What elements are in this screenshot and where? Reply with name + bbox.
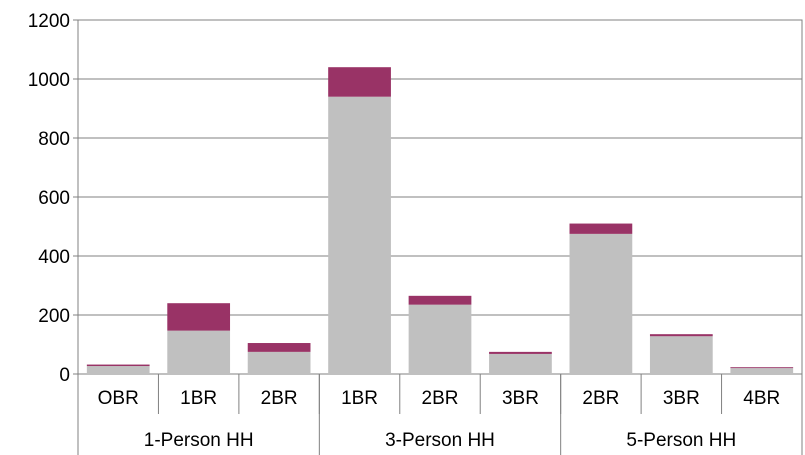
bar-segment-top <box>247 343 311 352</box>
bar-segment-top <box>569 223 633 234</box>
bar-segment-base <box>86 366 150 374</box>
bar-segment-base <box>569 233 633 374</box>
bar-segment-top <box>328 67 391 97</box>
x-category-label: 2BR <box>261 388 298 409</box>
bar-segment-base <box>408 304 472 374</box>
y-tick-label: 0 <box>59 365 70 386</box>
x-category-label: 2BR <box>582 388 619 409</box>
bar-segment-base <box>649 336 713 374</box>
bar-segment-base <box>328 96 391 374</box>
x-category-label: OBR <box>98 388 139 409</box>
x-category-label: 1BR <box>180 388 217 409</box>
x-category-label: 3BR <box>663 388 700 409</box>
x-category-label: 2BR <box>422 388 459 409</box>
x-axis: OBR 1BR 2BR 1BR 2BR 3BR 2BR 3BR 4BR 1-Person HH 3-… <box>77 374 803 455</box>
y-tick-label: 200 <box>38 306 70 327</box>
bars <box>86 67 794 374</box>
bar-segment-top <box>167 303 231 331</box>
x-category-label: 4BR <box>743 388 780 409</box>
x-group-label: 1-Person HH <box>144 430 254 451</box>
y-tick-label: 800 <box>38 129 70 150</box>
y-axis: 0 200 400 600 800 1000 1200 <box>28 11 78 386</box>
y-tick-label: 400 <box>38 247 70 268</box>
bar-segment-top <box>408 295 472 305</box>
bar-segment-top <box>649 334 713 337</box>
bar-segment-top <box>86 364 150 367</box>
y-tick-label: 1200 <box>28 11 70 32</box>
y-tick-label: 1000 <box>28 70 70 91</box>
bar-segment-base <box>167 330 231 374</box>
bar-segment-base <box>730 368 794 374</box>
x-category-label: 1BR <box>341 388 378 409</box>
y-tick-label: 600 <box>38 188 70 209</box>
bar-segment-base <box>489 353 552 374</box>
x-category-label: 3BR <box>502 388 539 409</box>
bar-segment-base <box>247 351 311 374</box>
x-group-label: 3-Person HH <box>385 430 495 451</box>
bar-segment-top <box>489 351 552 354</box>
x-group-label: 5-Person HH <box>626 430 736 451</box>
bar-segment-top <box>730 367 794 369</box>
